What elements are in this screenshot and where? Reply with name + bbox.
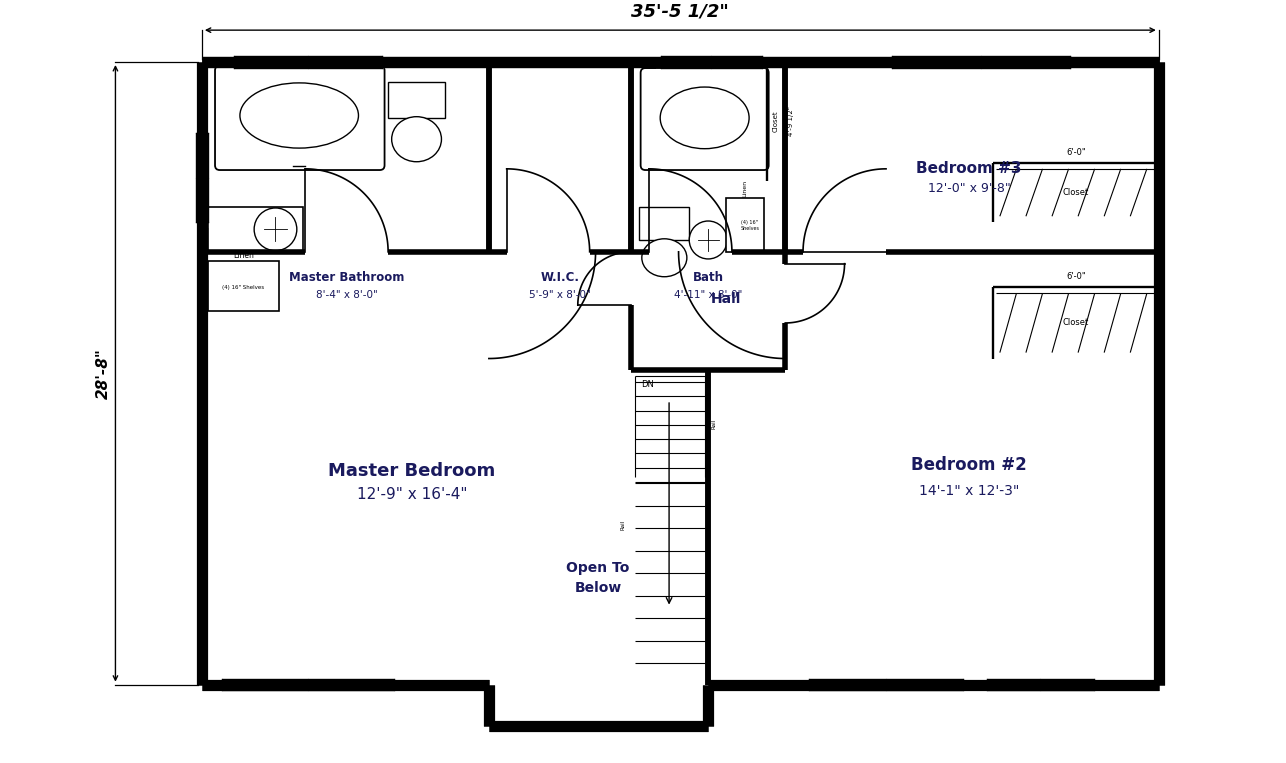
Bar (727, 198, 764, 252)
Text: 35'-5 1/2": 35'-5 1/2" (631, 2, 729, 21)
Text: 4'-11" x 8'-0": 4'-11" x 8'-0" (674, 289, 742, 300)
Text: 4'-9 1/2": 4'-9 1/2" (788, 107, 795, 137)
Text: Bath: Bath (693, 272, 724, 285)
Bar (639, 207, 689, 240)
Ellipse shape (660, 87, 750, 149)
Bar (208, 207, 302, 252)
Text: W.I.C.: W.I.C. (540, 272, 580, 285)
FancyBboxPatch shape (215, 66, 385, 170)
Text: Rail: Rail (711, 419, 716, 429)
Text: (4) 16"
Shelves: (4) 16" Shelves (741, 221, 759, 231)
Text: 5'-9" x 8'-0": 5'-9" x 8'-0" (529, 289, 590, 300)
Text: 12'-9" x 16'-4": 12'-9" x 16'-4" (356, 488, 467, 502)
Text: Closet: Closet (773, 111, 779, 132)
Text: 6'-0": 6'-0" (1066, 272, 1085, 282)
FancyBboxPatch shape (640, 68, 769, 170)
Text: 12'-0" x 9'-8": 12'-0" x 9'-8" (927, 182, 1011, 195)
Circle shape (689, 221, 727, 259)
Ellipse shape (240, 83, 359, 148)
Text: Linen: Linen (233, 251, 253, 260)
Text: Linen: Linen (742, 180, 747, 198)
Ellipse shape (392, 117, 441, 162)
Text: Master Bedroom: Master Bedroom (328, 462, 495, 480)
Polygon shape (202, 62, 1159, 726)
Text: Rail: Rail (620, 520, 625, 530)
Text: Hall: Hall (711, 292, 741, 306)
Text: Master Bathroom: Master Bathroom (289, 272, 404, 285)
Text: DN: DN (640, 380, 653, 389)
Text: 28'-8": 28'-8" (96, 348, 111, 399)
Text: Closet: Closet (1062, 188, 1089, 197)
Text: Closet: Closet (1062, 318, 1089, 327)
Bar (388, 82, 445, 118)
Text: Bedroom #2: Bedroom #2 (912, 456, 1028, 475)
Bar (208, 261, 279, 311)
Circle shape (255, 208, 297, 251)
Text: Bedroom #3: Bedroom #3 (916, 161, 1022, 176)
Text: 6'-0": 6'-0" (1066, 148, 1085, 157)
Text: Open To
Below: Open To Below (566, 561, 630, 594)
Text: 8'-4" x 8'-0": 8'-4" x 8'-0" (316, 289, 378, 300)
Ellipse shape (642, 239, 687, 277)
Text: (4) 16" Shelves: (4) 16" Shelves (222, 285, 265, 290)
Text: 14'-1" x 12'-3": 14'-1" x 12'-3" (918, 485, 1020, 498)
